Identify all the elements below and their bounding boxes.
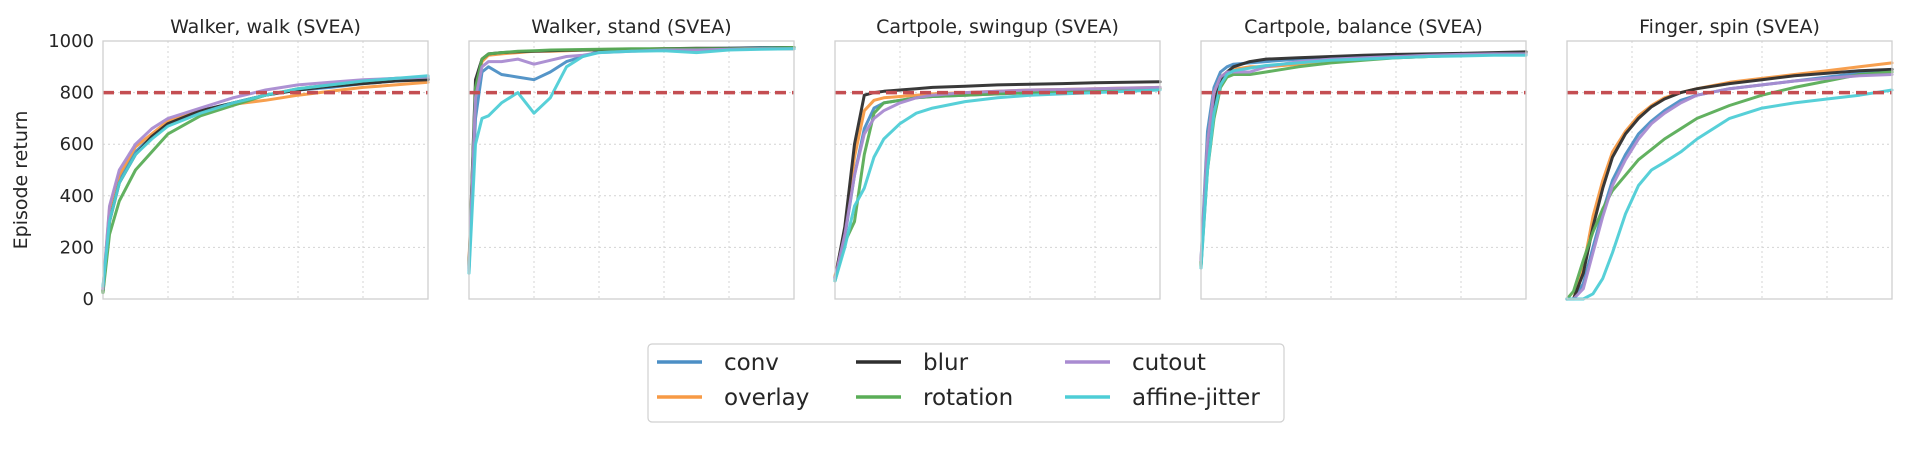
series-line-affine-jitter bbox=[833, 88, 1162, 283]
series-line-affine-jitter bbox=[101, 74, 430, 288]
panel-title: Cartpole, balance (SVEA) bbox=[1244, 16, 1483, 38]
legend-item-rotation: rotation bbox=[856, 385, 1013, 411]
series-line-conv bbox=[467, 46, 796, 270]
plot-frame bbox=[1200, 40, 1527, 300]
legend-label: overlay bbox=[724, 385, 809, 411]
y-tick-label: 800 bbox=[60, 83, 94, 104]
panel-title: Walker, walk (SVEA) bbox=[170, 16, 361, 38]
series-line-rotation bbox=[833, 87, 1162, 283]
plot-frame bbox=[468, 40, 795, 300]
panel-title: Cartpole, swingup (SVEA) bbox=[876, 16, 1119, 38]
panel-4: Cartpole, balance (SVEA) bbox=[1199, 16, 1528, 300]
series-line-rotation bbox=[467, 46, 796, 270]
series-line-rotation bbox=[1565, 70, 1894, 301]
panel-2: Walker, stand (SVEA) bbox=[467, 16, 796, 300]
panel-5: Finger, spin (SVEA) bbox=[1565, 16, 1894, 301]
y-tick-label: 1000 bbox=[48, 31, 94, 52]
panel-1: Walker, walk (SVEA) 0 200 400 600 800 1000 bbox=[48, 16, 430, 310]
series-line-blur bbox=[1565, 67, 1894, 301]
series-line-cutout bbox=[1565, 73, 1894, 301]
series-line-conv bbox=[833, 87, 1162, 280]
y-tick-label: 600 bbox=[60, 134, 94, 155]
legend-item-affine-jitter: affine-jitter bbox=[1065, 385, 1260, 411]
series-line-conv bbox=[1199, 52, 1528, 262]
legend-label: conv bbox=[724, 350, 779, 376]
legend-label: rotation bbox=[923, 385, 1013, 411]
legend: conv overlay blur rotation cutout affine-jitt… bbox=[647, 343, 1285, 423]
series-line-cutout bbox=[467, 47, 796, 273]
series-line-rotation bbox=[1199, 52, 1528, 267]
panel-3: Cartpole, swingup (SVEA) bbox=[833, 16, 1162, 300]
series-line-blur bbox=[833, 80, 1162, 280]
panel-title: Walker, stand (SVEA) bbox=[531, 16, 731, 38]
plot-frame bbox=[834, 40, 1161, 300]
legend-item-conv: conv bbox=[657, 350, 779, 376]
series-line-overlay bbox=[1199, 52, 1528, 265]
series-line-conv bbox=[1565, 67, 1894, 301]
y-tick-label: 400 bbox=[60, 186, 94, 207]
series-line-affine-jitter bbox=[1565, 88, 1894, 301]
plot-frame bbox=[102, 40, 429, 300]
series-line-cutout bbox=[833, 85, 1162, 280]
series-line-blur bbox=[101, 78, 430, 293]
panel-title: Finger, spin (SVEA) bbox=[1639, 16, 1820, 38]
panels: Walker, walk (SVEA)02004006008001000Walk… bbox=[48, 16, 1894, 310]
series-line-overlay bbox=[467, 47, 796, 262]
series-line-cutout bbox=[1199, 52, 1528, 262]
legend-item-overlay: overlay bbox=[657, 385, 809, 411]
series-line-cutout bbox=[101, 75, 430, 291]
plot-frame bbox=[1566, 40, 1893, 300]
series-line-affine-jitter bbox=[467, 47, 796, 275]
series-line-overlay bbox=[101, 80, 430, 291]
legend-item-cutout: cutout bbox=[1065, 350, 1206, 376]
series-line-rotation bbox=[101, 75, 430, 295]
y-tick-label: 0 bbox=[83, 289, 94, 310]
legend-label: cutout bbox=[1132, 350, 1206, 376]
series-line-blur bbox=[1199, 50, 1528, 267]
legend-box bbox=[647, 343, 1285, 423]
legend-item-blur: blur bbox=[856, 350, 969, 376]
legend-label: affine-jitter bbox=[1132, 385, 1260, 411]
y-axis-label: Episode return bbox=[10, 111, 32, 250]
legend-label: blur bbox=[923, 350, 969, 376]
series-line-conv bbox=[101, 76, 430, 293]
series-line-affine-jitter bbox=[1199, 53, 1528, 270]
y-tick-label: 200 bbox=[60, 237, 94, 258]
series-line-blur bbox=[467, 46, 796, 267]
